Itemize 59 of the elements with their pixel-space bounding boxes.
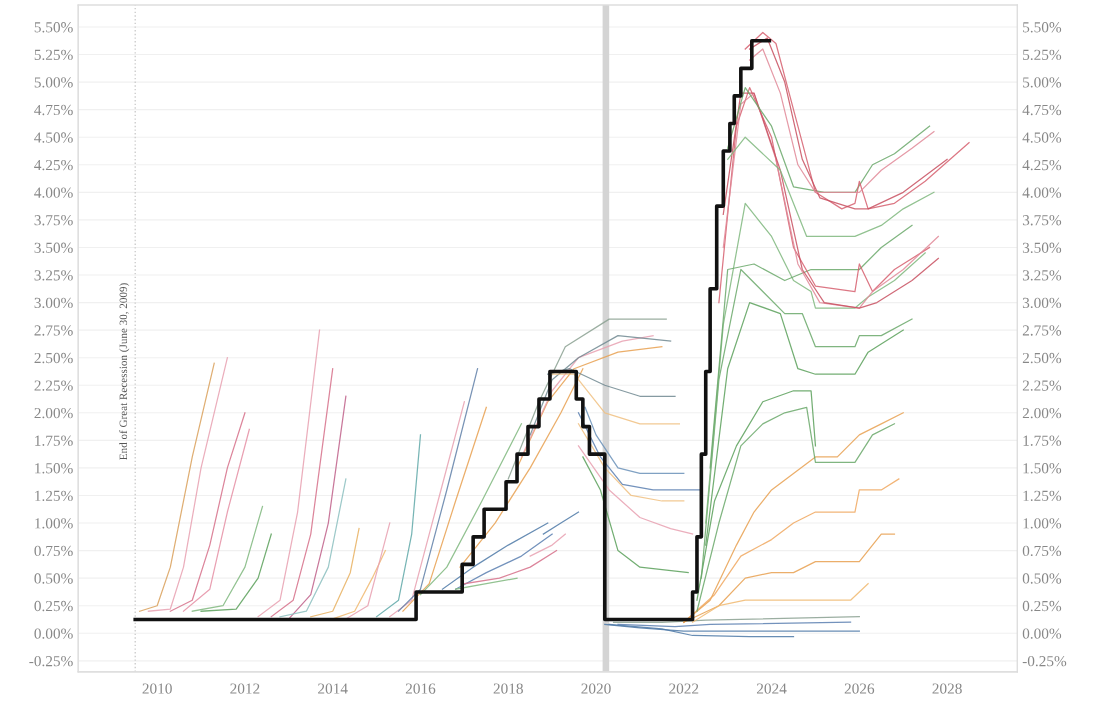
y2-tick-label: 4.25% [1022,159,1062,171]
y2-tick-label: 0.75% [1022,545,1062,557]
x-tick-label: 2010 [142,683,172,694]
y-tick-label: 3.00% [34,297,73,309]
x-tick-label: 2022 [669,683,699,694]
x-tick-label: 2014 [318,683,348,694]
y-tick-label: 5.50% [34,22,73,33]
y-tick-label: 1.00% [35,518,73,529]
y2-tick-label: 5.00% [1023,77,1062,88]
y2-tick-label: 3.00% [1022,297,1062,309]
y2-tick-label: 3.75% [1022,215,1062,226]
y-tick-label: -0.25% [29,655,73,667]
y-tick-label: 5.25% [34,49,73,61]
y2-tick-label: 2.75% [1022,325,1062,336]
y-tick-label: 0.75% [34,545,73,557]
y2-tick-label: 2.00% [1022,407,1062,419]
y-tick-label: 3.75% [34,215,73,226]
y-tick-label: 5.00% [34,77,73,88]
y2-tick-label: 3.50% [1022,242,1062,253]
y2-tick-label: 4.50% [1022,132,1062,143]
y-tick-label: 4.00% [34,187,73,198]
y-tick-label: 4.75% [34,104,73,116]
ref-line-label: End of Great Recession (June 30, 2009) [119,283,130,460]
y2-tick-label: 1.00% [1023,518,1062,529]
y-tick-label: 2.75% [34,325,73,336]
y2-tick-label: 1.25% [1023,490,1062,501]
x-tick-label: 2016 [405,683,436,694]
y2-tick-label: 4.75% [1022,104,1062,116]
y2-tick-label: 1.75% [1023,435,1062,446]
y-tick-label: 4.50% [34,132,73,143]
x-tick-label: 2024 [756,683,787,694]
y-tick-label: 0.50% [34,573,73,584]
y-tick-label: 0.00% [34,628,73,639]
y-tick-label: 2.25% [34,380,73,391]
x-tick-label: 2018 [493,683,523,694]
y2-tick-label: 0.25% [1022,600,1062,612]
y-tick-label: 3.25% [34,270,73,281]
y-tick-label: 1.75% [35,435,73,446]
y-tick-label: 1.50% [35,463,73,474]
x-tick-label: 2012 [230,683,260,694]
y-tick-label: 3.50% [34,242,73,253]
x-tick-label: 2026 [844,683,875,694]
y-tick-label: 0.25% [34,600,73,612]
y2-tick-label: 2.50% [1022,352,1062,364]
y-tick-label: 2.00% [34,407,73,419]
y2-tick-label: -0.25% [1022,655,1067,667]
y2-tick-label: 0.00% [1022,628,1062,639]
y2-tick-label: 3.25% [1022,270,1062,281]
x-tick-label: 2028 [932,683,962,694]
y2-tick-label: 1.50% [1023,463,1062,474]
y2-tick-label: 0.50% [1022,573,1062,584]
y2-tick-label: 4.00% [1022,187,1062,198]
y2-tick-label: 2.25% [1022,380,1062,391]
y-tick-label: 2.50% [34,352,73,364]
x-tick-label: 2020 [581,683,611,694]
y-tick-label: 1.25% [35,490,73,501]
y-tick-label: 4.25% [34,159,73,171]
y2-tick-label: 5.50% [1023,22,1062,33]
y2-tick-label: 5.25% [1023,49,1062,61]
